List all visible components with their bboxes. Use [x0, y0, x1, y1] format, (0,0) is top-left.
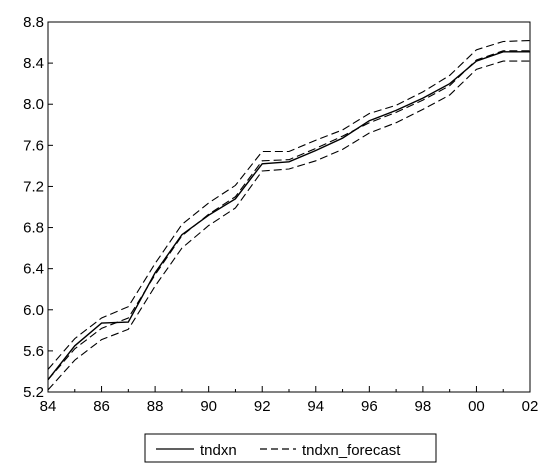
y-tick-label: 7.6	[23, 137, 44, 154]
y-tick-label: 6.0	[23, 302, 44, 319]
x-tick-label: 94	[307, 398, 324, 415]
legend-label-tndxn: tndxn	[200, 442, 237, 459]
forecast-upper-band-line	[47, 39, 531, 370]
x-tick-label: 84	[40, 398, 57, 415]
y-tick-label: 6.8	[23, 220, 44, 237]
legend-label-tndxn-forecast: tndxn_forecast	[302, 442, 401, 459]
legend: tndxn tndxn_forecast	[144, 433, 437, 463]
series-line-tndxn	[47, 51, 530, 381]
x-tick-label: 86	[93, 398, 110, 415]
y-tick-label: 5.2	[23, 384, 44, 401]
series-line-tndxn-forecast	[47, 50, 530, 381]
x-tick-label: 90	[200, 398, 217, 415]
x-tick-label: 96	[361, 398, 378, 415]
y-tick-label: 8.4	[23, 55, 44, 72]
y-tick-label: 6.4	[23, 261, 44, 278]
x-tick-label: 92	[254, 398, 271, 415]
x-tick-label: 88	[147, 398, 164, 415]
y-tick-label: 7.2	[23, 178, 44, 195]
x-tick-label: 00	[468, 398, 485, 415]
y-tick-label: 5.6	[23, 343, 44, 360]
x-tick-label: 98	[415, 398, 432, 415]
y-tick-label: 8.0	[23, 96, 44, 113]
forecast-lower-band-line	[47, 60, 530, 391]
y-tick-label: 8.8	[23, 14, 44, 31]
legend-box	[144, 433, 437, 463]
x-tick-label: 02	[522, 398, 539, 415]
